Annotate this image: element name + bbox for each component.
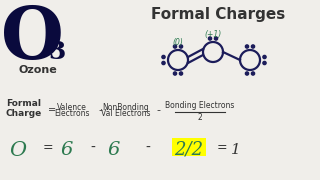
Text: =: = <box>217 141 227 154</box>
Circle shape <box>252 72 255 75</box>
FancyBboxPatch shape <box>172 138 206 156</box>
Circle shape <box>263 61 266 65</box>
Text: Formal: Formal <box>6 100 41 109</box>
Circle shape <box>173 45 177 48</box>
Text: Charge: Charge <box>6 109 42 118</box>
Text: =: = <box>43 141 53 154</box>
Circle shape <box>245 45 249 48</box>
Text: 2/2: 2/2 <box>174 141 204 159</box>
Text: -: - <box>156 105 160 115</box>
Text: (0): (0) <box>172 37 183 46</box>
Circle shape <box>162 61 165 65</box>
Circle shape <box>162 55 165 59</box>
Text: NonBonding: NonBonding <box>103 102 149 111</box>
Circle shape <box>180 72 183 75</box>
Text: -: - <box>91 141 95 155</box>
Text: -: - <box>146 141 150 155</box>
Text: Valence: Valence <box>57 102 87 111</box>
Circle shape <box>252 45 255 48</box>
Circle shape <box>263 55 266 59</box>
Text: O: O <box>1 3 63 73</box>
Text: Electrons: Electrons <box>54 109 90 118</box>
Circle shape <box>208 37 212 40</box>
Text: Formal Charges: Formal Charges <box>151 6 285 21</box>
Text: Ozone: Ozone <box>19 65 57 75</box>
Text: (+1): (+1) <box>204 30 222 39</box>
Circle shape <box>245 72 249 75</box>
Circle shape <box>173 72 177 75</box>
Text: 6: 6 <box>108 141 120 159</box>
Text: O: O <box>9 141 27 159</box>
Text: -: - <box>98 105 102 115</box>
Text: Val Electrons: Val Electrons <box>101 109 151 118</box>
Text: Bonding Electrons: Bonding Electrons <box>165 102 235 111</box>
Circle shape <box>214 37 218 40</box>
Text: 1: 1 <box>231 143 241 157</box>
Text: 3: 3 <box>48 40 66 64</box>
Text: 6: 6 <box>61 141 73 159</box>
Text: 2: 2 <box>198 114 202 123</box>
Circle shape <box>180 45 183 48</box>
Text: =: = <box>48 105 56 115</box>
